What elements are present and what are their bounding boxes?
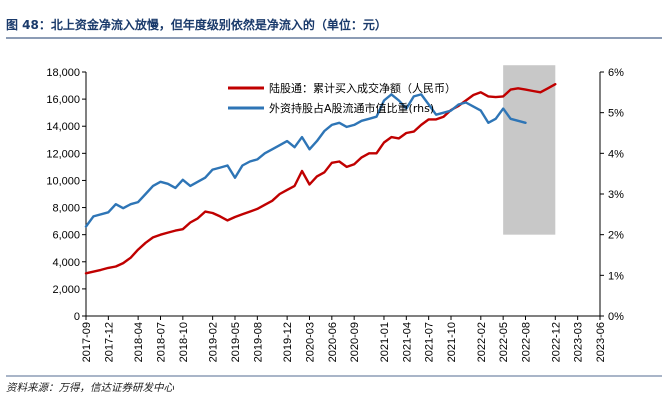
x-tick-label: 2018-07 (155, 322, 167, 362)
y-left-tick-label: 6,000 (52, 230, 80, 242)
y-right-tick-label: 4% (608, 148, 624, 160)
source-note: 资料来源：万得，信达证券研发中心 (6, 382, 174, 394)
y-left-tick-label: 12,000 (46, 148, 80, 160)
y-left-tick-label: 8,000 (52, 203, 80, 215)
y-right-tick-label: 0% (608, 311, 624, 323)
legend-label-1: 陆股通：累计买入成交净额（人民币） (269, 81, 456, 95)
y-left-tick-label: 18,000 (46, 67, 80, 79)
x-tick-label: 2019-12 (282, 322, 294, 362)
y-left-tick-label: 2,000 (52, 284, 80, 296)
x-tick-label: 2022-05 (498, 322, 510, 362)
y-right-tick-label: 6% (608, 67, 624, 79)
y-right-tick-label: 2% (608, 230, 624, 242)
x-tick-label: 2020-06 (327, 322, 339, 362)
x-tick-label: 2023-06 (595, 322, 607, 362)
y-left-tick-label: 10,000 (46, 175, 80, 187)
legend-label-2: 外资持股占A股流通市值比重(rhs) (269, 101, 434, 115)
x-tick-label: 2023-03 (573, 322, 585, 362)
highlight-region (503, 65, 556, 235)
x-tick-label: 2019-02 (208, 322, 220, 362)
x-tick-label: 2022-02 (476, 322, 488, 362)
y-right-tick-label: 3% (608, 189, 624, 201)
x-tick-label: 2020-09 (349, 322, 361, 362)
plot-area: 0 2,000 4,000 6,000 8,000 10,000 12,000 14,000 1… (46, 65, 624, 362)
x-tick-label: 2021-01 (379, 322, 391, 362)
x-tick-label: 2022-12 (550, 322, 562, 362)
x-tick-label: 2022-08 (521, 322, 533, 362)
x-tick-label: 2017-09 (81, 322, 93, 362)
x-tick-label: 2021-04 (401, 322, 413, 362)
y-left-tick-label: 4,000 (52, 257, 80, 269)
series-line-2 (84, 93, 527, 228)
x-tick-label: 2021-10 (446, 322, 458, 362)
x-tick-label: 2019-08 (252, 322, 264, 362)
y-left-tick-label: 16,000 (46, 94, 80, 106)
figure-title: 图 48：北上资金净流入放慢，但年度级别依然是净流入的（单位：元） (6, 17, 387, 32)
y-left-tick-label: 0 (74, 311, 80, 323)
y-right-tick-label: 5% (608, 108, 624, 120)
x-tick-label: 2021-07 (424, 322, 436, 362)
y-right-tick-label: 1% (608, 270, 624, 282)
y-left-tick-label: 14,000 (46, 121, 80, 133)
x-tick-label: 2020-03 (304, 322, 316, 362)
x-tick-label: 2019-05 (230, 322, 242, 362)
series-line-1 (84, 82, 557, 275)
x-tick-label: 2018-04 (133, 322, 145, 362)
x-tick-label: 2017-12 (103, 322, 115, 362)
x-tick-label: 2018-10 (178, 322, 190, 362)
